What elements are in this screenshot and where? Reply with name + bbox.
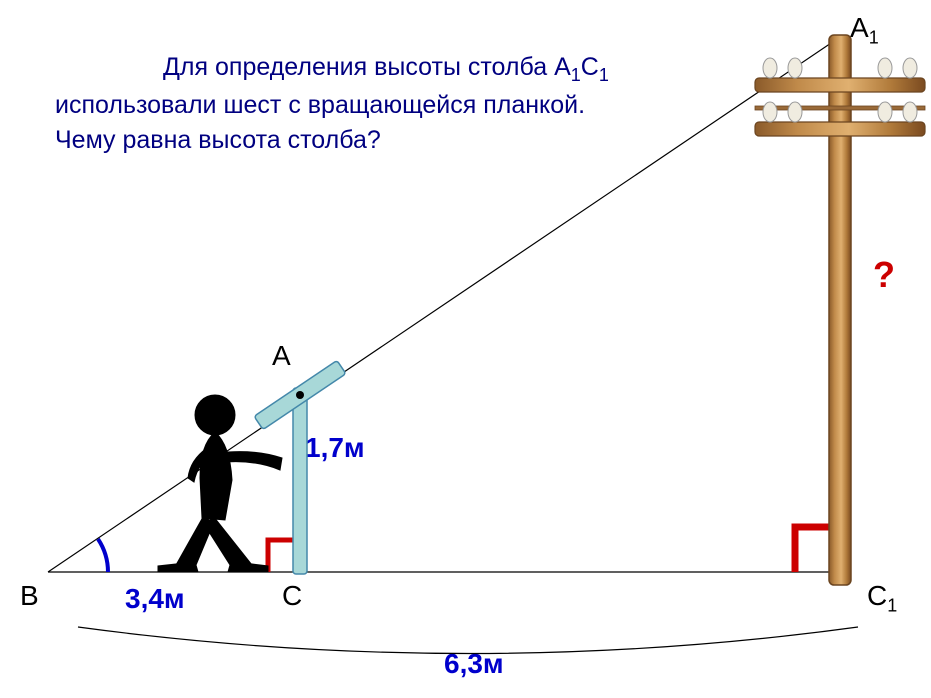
label-text: А — [850, 12, 869, 43]
right-angle-C — [268, 540, 300, 572]
dim-BC: 3,4м — [125, 583, 185, 615]
right-angle-C1 — [795, 527, 840, 572]
text-span: Для определения высоты столба А — [163, 53, 571, 81]
person-icon — [158, 395, 282, 572]
text-span: С — [581, 53, 599, 81]
problem-line-1: Для определения высоты столба А1С1 — [163, 50, 609, 88]
label-C1: С1 — [867, 580, 897, 617]
sub-2: 1 — [599, 65, 609, 85]
problem-line-2: использовали шест с вращающейся планкой. — [55, 88, 585, 123]
label-B: В — [20, 580, 39, 612]
label-sub: 1 — [869, 28, 879, 48]
insulators-bottom — [763, 102, 917, 122]
problem-line-3: Чему равна высота столба? — [55, 123, 381, 158]
utility-pole — [755, 35, 925, 585]
label-A: А — [272, 340, 291, 372]
label-C: С — [282, 580, 302, 612]
sighting-pole — [254, 360, 346, 574]
dim-BC1: 6,3м — [444, 648, 504, 680]
angle-arc — [98, 539, 108, 572]
label-sub: 1 — [887, 596, 897, 616]
insulators-top — [763, 58, 917, 78]
dim-A1C1: ? — [873, 254, 895, 296]
sub-1: 1 — [571, 65, 581, 85]
label-A1: А1 — [850, 12, 879, 49]
label-text: С — [867, 580, 887, 611]
dim-AC: 1,7м — [305, 432, 365, 464]
